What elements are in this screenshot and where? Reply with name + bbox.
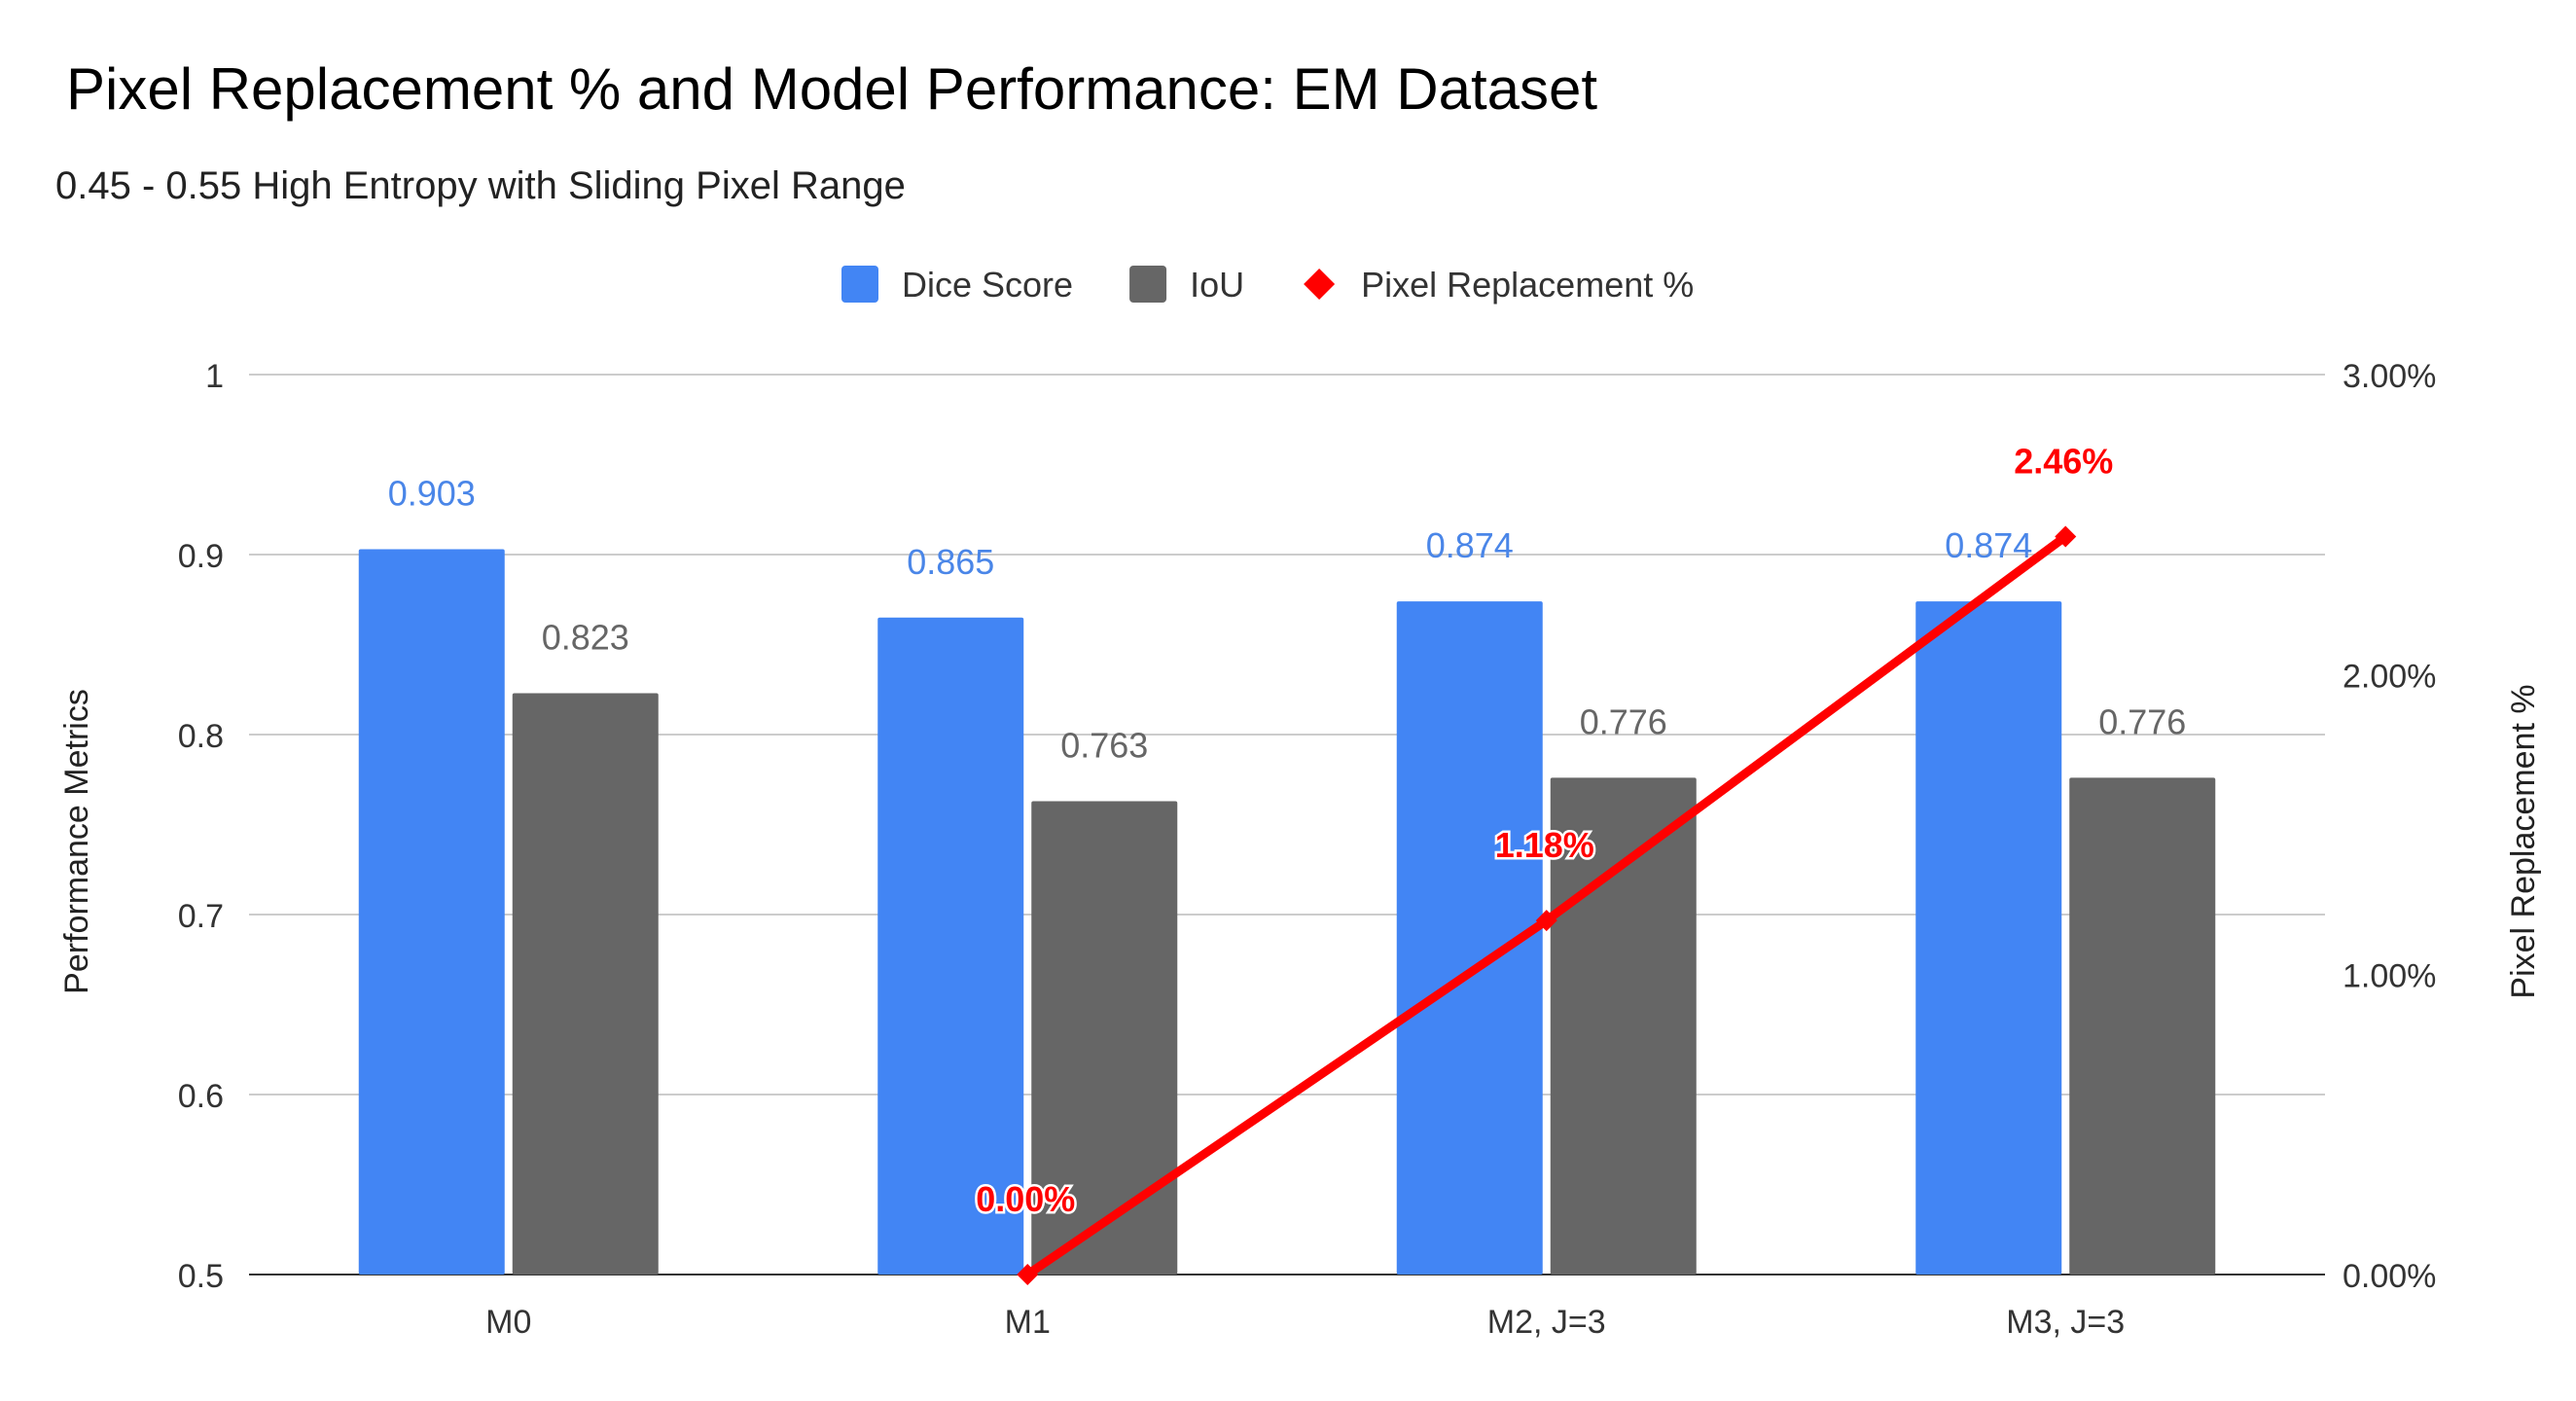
data-labels: 0.903 0.865 0.874 0.874 0.823 0.763 0.776 0.776… (388, 439, 2187, 1222)
y-axis-title: Performance Metrics (58, 689, 95, 994)
legend-swatch-dice (841, 266, 878, 303)
x-axis: M0 M1 M2, J=3 M3, J=3 (485, 1304, 2125, 1341)
legend-label: Dice Score (902, 265, 1073, 305)
pixel-replacement-point (1535, 910, 1557, 932)
y-tick-label: 0.7 (178, 898, 224, 935)
pixel-replacement-data-label: 2.46% (2014, 442, 2113, 482)
legend-swatch-iou (1129, 266, 1167, 303)
chart-title: Pixel Replacement % and Model Performanc… (66, 56, 1597, 122)
iou-data-label: 0.763 (1060, 725, 1148, 765)
iou-bar (1031, 801, 1178, 1275)
y-axis-left: 0.5 0.6 0.7 0.8 0.9 1 (178, 358, 224, 1295)
dice-bar (1915, 601, 2062, 1275)
y2-tick-label: 3.00% (2343, 358, 2436, 395)
y2-tick-label: 2.00% (2343, 658, 2436, 695)
y-tick-label: 0.6 (178, 1078, 224, 1115)
dice-data-label: 0.874 (1945, 525, 2032, 565)
x-tick-label: M3, J=3 (2006, 1304, 2125, 1341)
y2-tick-label: 1.00% (2343, 958, 2436, 995)
pixel-replacement-data-label: 0.00% (976, 1179, 1075, 1219)
pixel-replacement-point (1017, 1264, 1039, 1285)
legend-label: IoU (1190, 265, 1244, 305)
legend-swatch-pixel-replacement (1304, 269, 1336, 300)
iou-data-label: 0.776 (2098, 701, 2186, 741)
iou-bar (1550, 777, 1697, 1275)
y-axis-right: 0.00% 1.00% 2.00% 3.00% (2343, 358, 2436, 1295)
y2-axis-title: Pixel Replacement % (2505, 684, 2542, 998)
line-series (1017, 525, 2077, 1285)
dice-bar (877, 617, 1024, 1275)
iou-data-label: 0.776 (1580, 701, 1667, 741)
dice-bar (358, 549, 505, 1275)
y2-tick-label: 0.00% (2343, 1258, 2436, 1295)
x-tick-label: M1 (1005, 1304, 1051, 1341)
dice-data-label: 0.865 (907, 542, 994, 582)
dice-data-label: 0.874 (1426, 525, 1514, 565)
pixel-replacement-data-label: 1.18% (1495, 825, 1594, 865)
chart-subtitle: 0.45 - 0.55 High Entropy with Sliding Pi… (55, 164, 906, 207)
legend-label: Pixel Replacement % (1361, 265, 1694, 305)
x-tick-label: M2, J=3 (1487, 1304, 1606, 1341)
x-tick-label: M0 (485, 1304, 531, 1341)
iou-bar (512, 693, 659, 1275)
pixel-replacement-line (1022, 532, 2070, 1279)
iou-data-label: 0.823 (542, 617, 629, 657)
y-tick-label: 1 (205, 358, 224, 395)
y-tick-label: 0.9 (178, 538, 224, 575)
dice-data-label: 0.903 (388, 473, 476, 513)
y-tick-label: 0.8 (178, 718, 224, 755)
iou-bar (2069, 777, 2216, 1275)
bars (358, 549, 2216, 1275)
dice-bar (1396, 601, 1543, 1275)
legend: Dice Score IoU Pixel Replacement % (841, 265, 1694, 305)
y-tick-label: 0.5 (178, 1258, 224, 1295)
pixel-replacement-point (2055, 525, 2077, 548)
